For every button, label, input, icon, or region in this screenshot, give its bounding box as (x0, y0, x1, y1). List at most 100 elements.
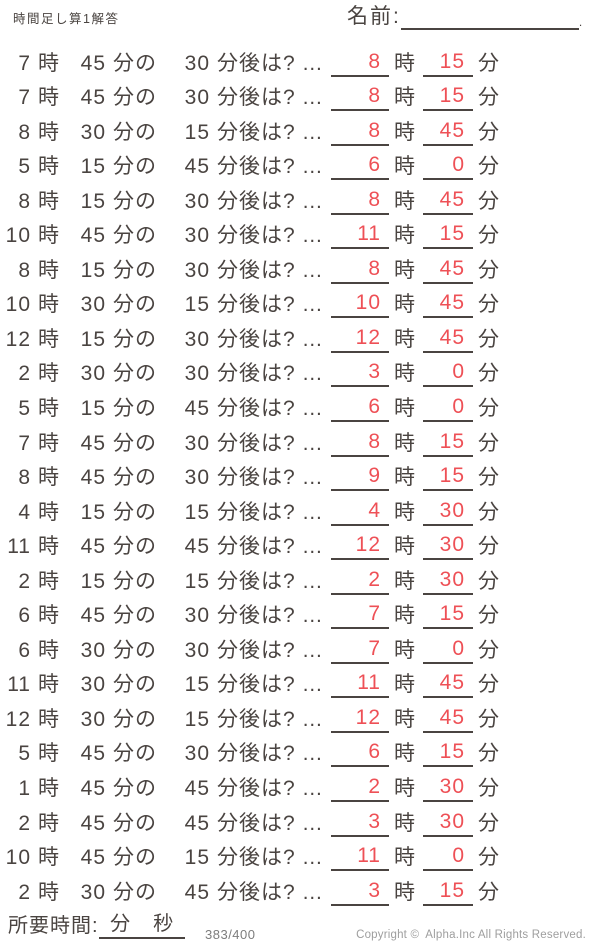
question-hour: 12 (5, 327, 31, 351)
answer-hour-blank: 4 (331, 500, 389, 526)
minute-unit-label: 分 (478, 673, 500, 697)
hour-unit-label: 時 (394, 155, 416, 179)
after-suffix-label: 分後は? (217, 258, 296, 282)
question-minute: 45 (80, 604, 106, 628)
after-suffix-label: 分後は? (217, 120, 296, 144)
question-duration: 30 (184, 51, 210, 75)
question-minute: 45 (80, 742, 106, 766)
copyright-notice: Copyright © Alpha.Inc All Rights Reserve… (356, 929, 586, 941)
answer-hour-blank: 7 (331, 638, 389, 664)
answer-hour-blank: 7 (331, 602, 389, 630)
question-duration: 45 (184, 397, 210, 421)
question-duration: 30 (184, 86, 210, 110)
minute-unit-label: 分 (478, 742, 500, 766)
answer-minute-blank: 15 (423, 85, 473, 112)
answer-hour-blank: 12 (331, 534, 389, 561)
hour-unit-label: 時 (38, 155, 60, 179)
minute-unit-label: 分 (478, 293, 500, 317)
answer-hour-value: 3 (368, 360, 381, 384)
minute-no-label: 分の (113, 155, 157, 179)
hour-unit-label: 時 (394, 51, 416, 75)
answer-minute-blank: 45 (423, 672, 473, 699)
answer-section: 10 時 45 分 (331, 288, 500, 323)
answer-section: 7 時 15 分 (331, 599, 500, 634)
answer-minute-value: 45 (439, 256, 465, 280)
question-hour: 2 (18, 880, 31, 904)
hour-unit-label: 時 (38, 362, 60, 386)
ellipsis: … (301, 846, 323, 870)
answer-section: 6 時 15 分 (331, 737, 500, 772)
after-suffix-label: 分後は? (217, 638, 296, 662)
question-hour: 10 (5, 224, 31, 248)
problem-row: 5 時 45 分の 30 分後は? … 6 時 15 分 (0, 737, 600, 772)
answer-section: 8 時 45 分 (331, 253, 500, 288)
hour-unit-label: 時 (394, 777, 416, 801)
ellipsis: … (301, 707, 323, 731)
ellipsis: … (301, 777, 323, 801)
question-hour: 7 (18, 86, 31, 110)
problem-row: 10 時 30 分の 15 分後は? … 10 時 45 分 (0, 288, 600, 323)
minute-no-label: 分の (113, 707, 157, 731)
ellipsis: … (301, 673, 323, 697)
answer-minute-blank: 45 (423, 189, 473, 215)
minute-no-label: 分の (113, 604, 157, 628)
ellipsis: … (301, 155, 323, 179)
answer-minute-value: 0 (452, 360, 465, 384)
minute-no-label: 分の (113, 293, 157, 317)
question-duration: 15 (184, 707, 210, 731)
minute-unit-label: 分 (478, 535, 500, 559)
answer-minute-value: 15 (439, 464, 465, 488)
hour-unit-label: 時 (38, 293, 60, 317)
hour-unit-label: 時 (38, 535, 60, 559)
after-suffix-label: 分後は? (217, 811, 296, 835)
question-minute: 15 (80, 258, 106, 282)
answer-hour-blank: 8 (331, 189, 389, 215)
after-suffix-label: 分後は? (217, 293, 296, 317)
question-hour: 11 (7, 535, 31, 559)
answer-hour-blank: 6 (331, 741, 389, 768)
answer-minute-value: 15 (439, 740, 465, 764)
hour-unit-label: 時 (38, 811, 60, 835)
hour-unit-label: 時 (394, 258, 416, 282)
answer-minute-value: 45 (439, 705, 465, 729)
answer-minute-value: 30 (439, 533, 465, 557)
answer-section: 8 時 15 分 (331, 46, 500, 81)
answer-hour-value: 9 (368, 464, 381, 488)
answer-section: 2 時 30 分 (331, 564, 500, 599)
answer-hour-value: 10 (355, 291, 381, 315)
question-minute: 15 (80, 500, 106, 524)
question-minute: 45 (80, 811, 106, 835)
question-duration: 45 (184, 777, 210, 801)
problem-row: 4 時 15 分の 15 分後は? … 4 時 30 分 (0, 495, 600, 530)
minute-unit-label: 分 (478, 811, 500, 835)
problem-row: 2 時 30 分の 30 分後は? … 3 時 0 分 (0, 357, 600, 392)
ellipsis: … (301, 604, 323, 628)
question-minute: 30 (80, 707, 106, 731)
answer-section: 6 時 0 分 (331, 150, 500, 185)
answer-hour-blank: 12 (331, 327, 389, 353)
hour-unit-label: 時 (38, 707, 60, 731)
question-minute: 30 (80, 880, 106, 904)
question-minute: 45 (80, 846, 106, 870)
ellipsis: … (301, 466, 323, 490)
question-duration: 30 (184, 431, 210, 455)
after-suffix-label: 分後は? (217, 742, 296, 766)
question-minute: 45 (80, 51, 106, 75)
minute-no-label: 分の (113, 362, 157, 386)
answer-hour-value: 7 (368, 602, 381, 626)
answer-section: 3 時 0 分 (331, 357, 500, 392)
answer-section: 6 時 0 分 (331, 391, 500, 426)
answer-minute-value: 15 (439, 222, 465, 246)
question-duration: 30 (184, 258, 210, 282)
answer-section: 11 時 45 分 (331, 668, 500, 703)
question-minute: 45 (80, 535, 106, 559)
hour-unit-label: 時 (394, 120, 416, 144)
hour-unit-label: 時 (394, 880, 416, 904)
name-field: 名前: . (347, 6, 582, 30)
answer-minute-value: 30 (439, 809, 465, 833)
problem-row: 7 時 45 分の 30 分後は? … 8 時 15 分 (0, 81, 600, 116)
answer-minute-value: 0 (452, 395, 465, 419)
question-minute: 15 (80, 397, 106, 421)
answer-minute-blank: 45 (423, 258, 473, 284)
answer-hour-value: 6 (368, 153, 381, 177)
